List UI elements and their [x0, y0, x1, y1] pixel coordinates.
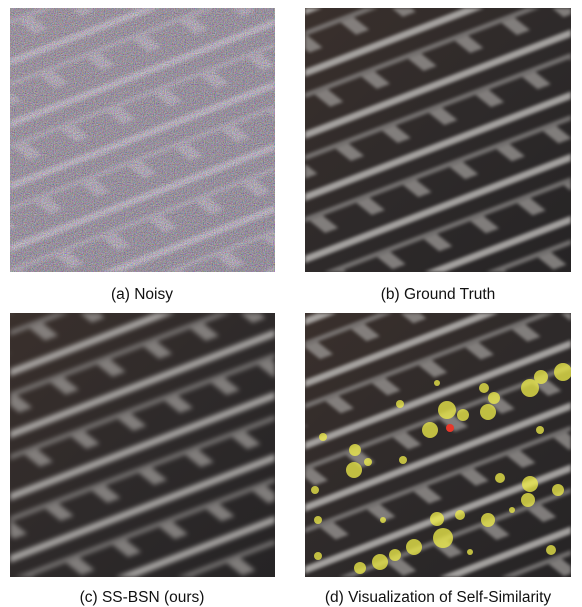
self-similarity-image [305, 313, 572, 577]
ground-truth-image [305, 8, 571, 272]
noisy-image [10, 8, 275, 272]
query-point [446, 424, 454, 432]
page: (a) Noisy (b) Ground Truth (c) SS-BSN (o… [0, 0, 582, 607]
caption: (b) Ground Truth [381, 286, 496, 303]
caption: (d) Visualization of Self-Similarity [325, 589, 552, 606]
figure: (a) Noisy (b) Ground Truth (c) SS-BSN (o… [0, 0, 582, 607]
caption: (a) Noisy [111, 286, 173, 303]
caption: (c) SS-BSN (ours) [80, 589, 205, 606]
ss-bsn-image [10, 313, 275, 577]
